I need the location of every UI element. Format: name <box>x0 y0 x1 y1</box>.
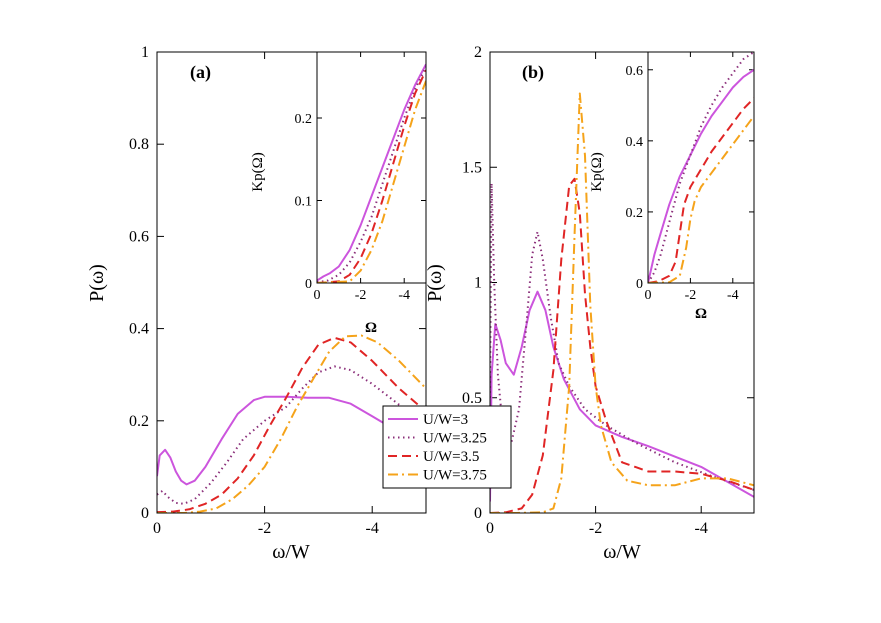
legend-entry-label: U/W=3.5 <box>423 449 479 465</box>
panel-a-inset-ytick-label: 0.1 <box>295 195 313 210</box>
panel-b-ylabel: P(ω) <box>424 264 446 302</box>
panel-a-xtick-label: -2 <box>258 520 271 537</box>
panel-a-inset-xtick-label: 0 <box>314 288 321 303</box>
panel-a-ytick-label: 0 <box>141 505 149 522</box>
panel-b-inset-series-u-w-3-75 <box>648 115 754 283</box>
panel-b-inset-series-u-w-3-25 <box>648 52 754 283</box>
panel-a: 0 -2 -400.20.40.60.81P(ω)ω/W(a) 0 -2 -400.10… <box>86 44 427 563</box>
legend-entry-label: U/W=3 <box>423 412 468 428</box>
panel-b-ytick-label: 1 <box>474 275 482 292</box>
panel-a-series-u-w-3-5 <box>157 336 426 513</box>
panel-a-inset-xtick-label: -4 <box>398 288 410 303</box>
panel-b-inset-series-u-w-3 <box>648 68 754 283</box>
panel-b-label: (b) <box>522 62 544 83</box>
panel-a-main-plot: 0 -2 -4 0 0.2 0.4 0.6 0.8 1 P(ω) ω/W (a) <box>86 44 427 563</box>
panel-b-ytick-label: 0.5 <box>462 390 482 407</box>
panel-a-ylabel: P(ω) <box>86 264 108 302</box>
panel-b-inset-xtick-label: 0 <box>645 288 652 303</box>
panel-a-inset-xtick-label: -2 <box>355 288 367 303</box>
panel-b-inset-xtick-label: -4 <box>727 288 739 303</box>
panel-a-series-u-w-3-75 <box>157 334 426 513</box>
panel-a-inset-series-u-w-3-25 <box>317 66 426 283</box>
panel-b-inset-ytick-label: 0.2 <box>626 206 644 221</box>
panel-b-inset-xlabel: Ω <box>695 306 707 322</box>
panel-a-xtick-label: 0 <box>153 520 161 537</box>
panel-a-inset-series-u-w-3 <box>317 63 426 282</box>
panel-a-ytick-label: 0.6 <box>129 228 149 245</box>
panel-b-xtick-label: -2 <box>589 520 602 537</box>
panel-b-series-u-w-3 <box>490 290 754 502</box>
panel-b: 0 -2 -4 0 0.5 1 1.5 2 P(ω) ω/W (b) 0 -2 -4 0 0.2 0.4 0.6… <box>424 44 755 563</box>
panel-b-xlabel: ω/W <box>603 541 641 563</box>
panel-b-ytick-label: 1.5 <box>462 159 482 176</box>
panel-a-ytick-label: 0.2 <box>129 413 149 430</box>
panel-b-inset-ytick-label: 0.6 <box>626 64 644 79</box>
panel-a-inset-ylabel: Kp(Ω) <box>250 152 266 191</box>
panel-b-series-u-w-3-5 <box>490 177 754 513</box>
panel-a-series-u-w-3 <box>157 395 426 486</box>
panel-b-inset-ylabel: Kp(Ω) <box>589 152 605 191</box>
panel-a-series-u-w-3-25 <box>157 365 426 505</box>
panel-b-ytick-label: 2 <box>474 44 482 61</box>
legend-entry-label: U/W=3.25 <box>423 431 487 447</box>
panel-b-inset-xtick-label: -2 <box>685 288 697 303</box>
panel-b-inset-ytick-label: 0 <box>636 277 643 292</box>
panel-a-ytick-label: 0.4 <box>129 321 149 338</box>
panel-b-xtick-label: -4 <box>695 520 708 537</box>
panel-b-inset-series-u-w-3-5 <box>648 97 754 283</box>
panel-a-label: (a) <box>190 62 211 83</box>
panel-a-ytick-label: 1 <box>141 44 149 61</box>
panel-b-main-plot: 0 -2 -4 0 0.5 1 1.5 2 P(ω) ω/W (b) <box>424 44 755 563</box>
panel-a-inset-series-u-w-3-75 <box>317 80 426 283</box>
panel-a-inset-ytick-label: 0.2 <box>295 112 313 127</box>
panel-a-inset-ytick-label: 0 <box>305 277 312 292</box>
panel-b-series-u-w-3-75 <box>490 92 754 513</box>
panel-b-inset-ytick-label: 0.4 <box>626 135 644 150</box>
panel-b-series-u-w-3-25 <box>490 182 754 491</box>
panel-a-xlabel: ω/W <box>272 541 310 563</box>
panel-b-ytick-label: 0 <box>474 505 482 522</box>
panel-b-inset-background <box>648 52 754 283</box>
panel-b-xtick-label: 0 <box>486 520 494 537</box>
legend: U/W=3 U/W=3.25 U/W=3.5 U/W=3.75 <box>382 405 512 489</box>
panel-a-inset-xlabel: Ω <box>365 320 377 336</box>
panel-a-inset: 0 -2 -4 0 0.1 0.2 Kp(Ω) Ω <box>250 51 427 336</box>
panel-a-xtick-label: -4 <box>366 520 379 537</box>
panel-a-ytick-label: 0.8 <box>129 136 149 153</box>
panel-a-inset-background <box>317 52 426 283</box>
panel-a-inset-frame <box>316 51 427 284</box>
legend-entry-label: U/W=3.75 <box>423 468 487 484</box>
panel-a-inset-series-u-w-3-5 <box>317 69 426 283</box>
panel-b-inset-frame <box>647 51 755 284</box>
panel-b-inset: 0 -2 -4 0 0.2 0.4 0.6 Kp(Ω) Ω <box>589 51 755 322</box>
